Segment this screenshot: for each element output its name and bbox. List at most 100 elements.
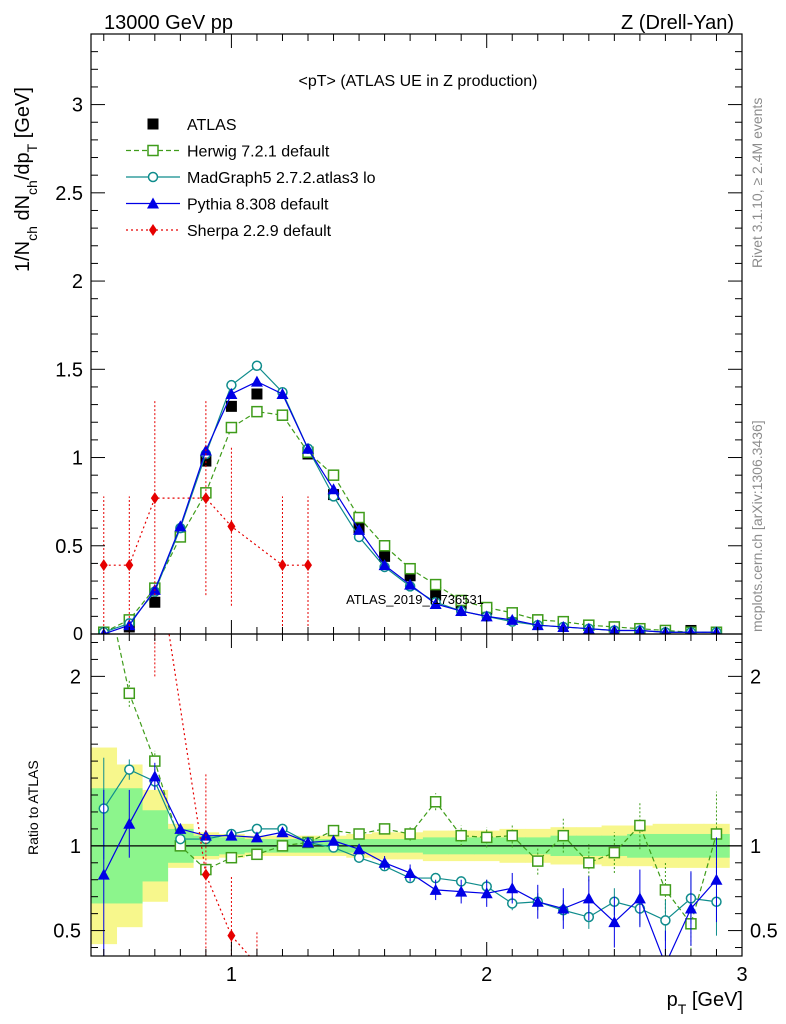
sherpa-ratio-point xyxy=(125,399,133,411)
pythia-ratio-point xyxy=(97,868,110,880)
pythia-point xyxy=(455,605,468,617)
side-note-bottom: mcplots.cern.ch [arXiv:1306.3436] xyxy=(749,420,765,632)
herwig-ratio-point xyxy=(506,829,518,842)
pythia-point xyxy=(506,613,519,625)
ratio-plot-panel: 0.5 0.5 1 1 2 2 1 2 3 xyxy=(53,331,778,986)
sherpa-point xyxy=(125,559,134,572)
atlas-point xyxy=(404,570,416,582)
pythia-point xyxy=(225,388,238,399)
herwig-point xyxy=(378,540,391,552)
madgraph5-ratio-point xyxy=(175,833,186,845)
herwig-point xyxy=(404,562,416,575)
legend-marker-sherpa xyxy=(149,224,157,236)
sherpa-point xyxy=(201,492,210,505)
analysis-watermark: ATLAS_2019_I1736531 xyxy=(346,592,484,607)
madgraph5-ratio-point xyxy=(353,852,365,863)
header-left: 13000 GeV pp xyxy=(104,12,233,34)
herwig-ratio-point xyxy=(659,884,672,896)
pythia-ratio-point xyxy=(353,843,366,855)
main-y-tick-label: 0 xyxy=(73,624,83,644)
main-ylabel: 1/Nch dNch/dpT [GeV] xyxy=(12,87,40,272)
ratio-y-tick-label: 0.5 xyxy=(53,921,81,943)
pythia-ratio-point xyxy=(148,770,161,782)
x-axis-label: pT [GeV] xyxy=(667,989,743,1017)
sherpa-ratio-point xyxy=(253,958,261,970)
legend-label-sherpa: Sherpa 2.2.9 default xyxy=(187,223,332,240)
madgraph5-ratio-point xyxy=(124,764,135,775)
pythia-ratio-point xyxy=(250,831,263,843)
sherpa-point xyxy=(304,559,312,572)
herwig-ratio-point xyxy=(634,819,646,832)
sherpa-ratio-line xyxy=(168,634,251,956)
pythia-point xyxy=(429,598,442,609)
pythia-ratio-point xyxy=(225,829,238,841)
pythia-ratio-point xyxy=(404,866,417,878)
pythia-ratio-point xyxy=(506,882,519,894)
pythia-ratio-point xyxy=(327,834,340,846)
pythia-ratio-point xyxy=(659,958,671,969)
pythia-point xyxy=(250,375,263,387)
pythia-ratio-point xyxy=(429,883,442,895)
herwig-ratio-point xyxy=(455,829,467,842)
atlas-point xyxy=(379,550,391,562)
pythia-ratio-point xyxy=(174,822,187,834)
pythia-point xyxy=(531,619,544,631)
pythia-ratio-point xyxy=(608,916,621,928)
pythia-ratio-point xyxy=(710,873,723,885)
herwig-ratio-point xyxy=(378,823,391,835)
x-tick-label: 2 xyxy=(481,964,492,986)
main-plot-panel: 0 0.5 1 1.5 2 2.5 3 xyxy=(55,33,743,644)
legend-marker-madgraph5 xyxy=(147,171,159,183)
legend-marker-atlas xyxy=(147,118,159,130)
pythia-ratio-point xyxy=(276,826,289,838)
x-tick-label: 1 xyxy=(226,964,237,986)
herwig-point xyxy=(276,409,289,421)
pythia-point xyxy=(174,520,187,532)
pythia-ratio-point xyxy=(123,817,136,829)
herwig-ratio-point xyxy=(532,855,544,867)
madgraph5-point xyxy=(251,360,263,372)
legend-label-atlas: ATLAS xyxy=(187,117,237,134)
sherpa-ratio-point xyxy=(201,868,210,881)
header-right: Z (Drell-Yan) xyxy=(621,12,734,34)
ratio-ylabel: Ratio to ATLAS xyxy=(25,760,41,855)
main-y-tick-label: 2 xyxy=(72,271,83,293)
pythia-ratio-point xyxy=(378,856,391,868)
pythia-point xyxy=(276,388,289,399)
atlas-point xyxy=(251,388,263,400)
atlas-point xyxy=(200,455,212,467)
atlas-point xyxy=(225,400,237,412)
pythia-ratio-point xyxy=(531,895,544,907)
ratio-y-tick-label: 2 xyxy=(70,666,81,688)
sherpa-ratio-point xyxy=(151,535,159,547)
herwig-ratio-point xyxy=(480,831,493,844)
main-y-tick-label: 1 xyxy=(72,448,83,470)
herwig-ratio-point xyxy=(557,829,570,842)
legend-marker-pythia xyxy=(147,197,159,209)
ratio-y-tick-label-right: 1 xyxy=(750,836,761,858)
herwig-point xyxy=(251,405,263,418)
pythia-point xyxy=(404,578,417,590)
herwig-ratio-point xyxy=(225,851,238,864)
pythia-point xyxy=(557,620,570,632)
herwig-ratio-point xyxy=(251,848,263,861)
legend: ATLAS Herwig 7.2.1 default MadGraph5 2.7.2… xyxy=(126,117,376,240)
pythia-ratio-point xyxy=(582,892,595,904)
herwig-ratio-point xyxy=(404,828,416,840)
side-note-top: Rivet 3.1.10, ≥ 2.4M events xyxy=(749,98,765,268)
main-y-tick-label: 1.5 xyxy=(55,359,83,381)
sherpa-point xyxy=(278,559,287,572)
x-tick-label: 3 xyxy=(736,964,747,986)
pythia-point xyxy=(302,442,314,454)
main-y-tick-label: 0.5 xyxy=(55,536,83,558)
legend-label-madgraph5: MadGraph5 2.7.2.atlas3 lo xyxy=(187,170,376,187)
herwig-ratio-point xyxy=(276,840,289,852)
plot-title: <pT> (ATLAS UE in Z production) xyxy=(299,73,538,90)
sherpa-ratio-point xyxy=(100,331,108,343)
legend-marker-herwig xyxy=(147,144,159,157)
ratio-y-tick-label-right: 2 xyxy=(750,666,761,688)
herwig-ratio-point xyxy=(608,846,621,859)
pythia-ratio-point xyxy=(302,836,314,848)
pythia-ratio-point xyxy=(633,892,646,904)
